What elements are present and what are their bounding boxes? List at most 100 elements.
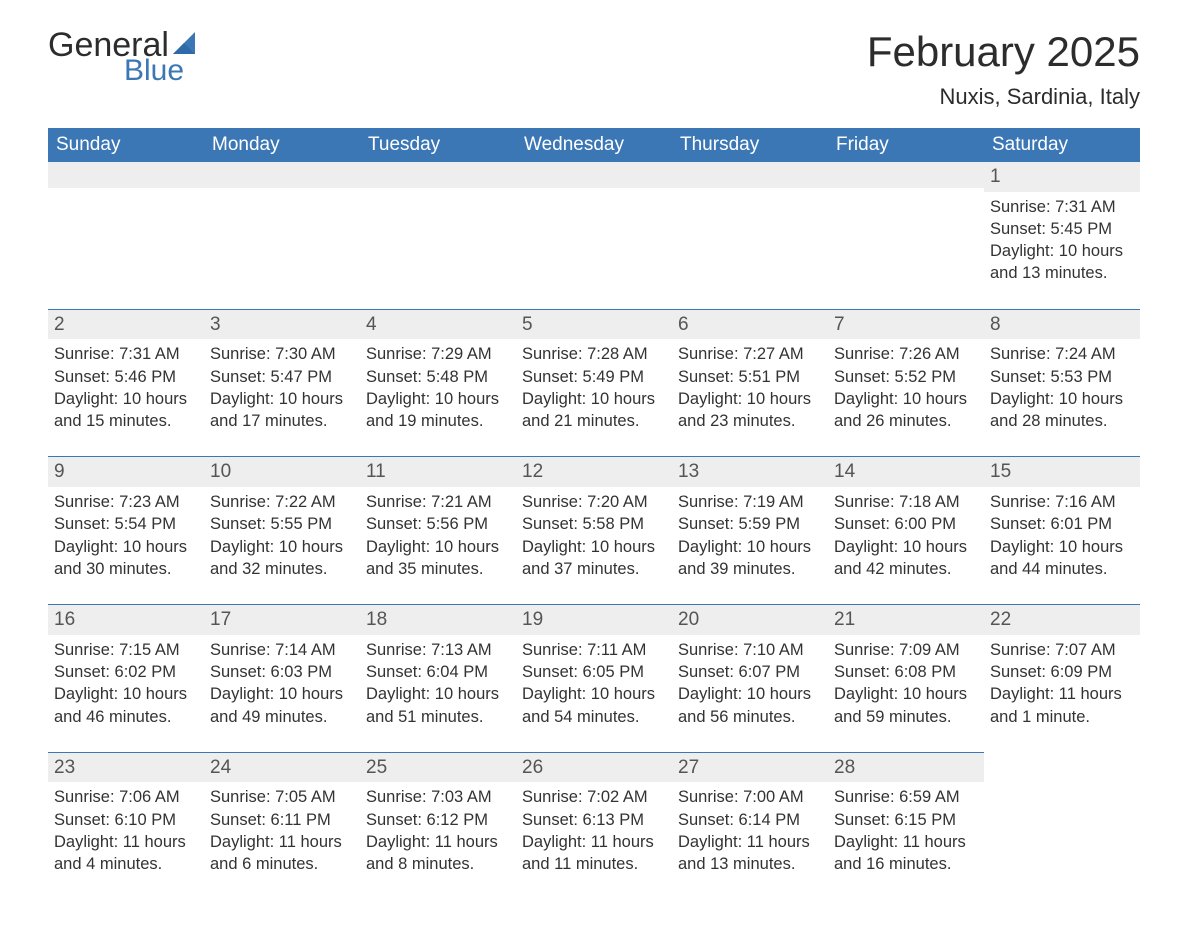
- empty-day-band: [672, 162, 828, 188]
- day-number: 4: [360, 309, 516, 340]
- day-daylight: Daylight: 11 hours and 8 minutes.: [366, 831, 510, 876]
- day-sunrise: Sunrise: 7:31 AM: [990, 196, 1134, 218]
- day-number: 11: [360, 456, 516, 487]
- day-daylight: Daylight: 10 hours and 37 minutes.: [522, 536, 666, 581]
- weekday-header: Friday: [828, 128, 984, 162]
- calendar-day-empty: [828, 162, 984, 309]
- day-number: 21: [828, 604, 984, 635]
- day-sunset: Sunset: 5:47 PM: [210, 366, 354, 388]
- day-sunset: Sunset: 5:48 PM: [366, 366, 510, 388]
- calendar-day-empty: [360, 162, 516, 309]
- empty-day-band: [828, 162, 984, 188]
- day-details: Sunrise: 7:16 AMSunset: 6:01 PMDaylight:…: [990, 491, 1134, 580]
- day-details: Sunrise: 7:20 AMSunset: 5:58 PMDaylight:…: [522, 491, 666, 580]
- day-details: Sunrise: 7:28 AMSunset: 5:49 PMDaylight:…: [522, 343, 666, 432]
- weekday-header: Thursday: [672, 128, 828, 162]
- day-sunrise: Sunrise: 6:59 AM: [834, 786, 978, 808]
- calendar-day: 23Sunrise: 7:06 AMSunset: 6:10 PMDayligh…: [48, 752, 204, 900]
- calendar-week: 2Sunrise: 7:31 AMSunset: 5:46 PMDaylight…: [48, 309, 1140, 457]
- day-details: Sunrise: 7:26 AMSunset: 5:52 PMDaylight:…: [834, 343, 978, 432]
- logo-text-blue: Blue: [124, 56, 203, 86]
- day-daylight: Daylight: 10 hours and 35 minutes.: [366, 536, 510, 581]
- day-sunrise: Sunrise: 7:18 AM: [834, 491, 978, 513]
- calendar-day: 11 Sunrise: 7:21 AMSunset: 5:56 PMDayligh…: [360, 456, 516, 604]
- day-sunrise: Sunrise: 7:00 AM: [678, 786, 822, 808]
- calendar-week: 16Sunrise: 7:15 AMSunset: 6:02 PMDayligh…: [48, 604, 1140, 752]
- day-sunset: Sunset: 6:14 PM: [678, 809, 822, 831]
- calendar-day: 27Sunrise: 7:00 AMSunset: 6:14 PMDayligh…: [672, 752, 828, 900]
- day-sunrise: Sunrise: 7:24 AM: [990, 343, 1134, 365]
- day-details: Sunrise: 7:29 AMSunset: 5:48 PMDaylight:…: [366, 343, 510, 432]
- day-daylight: Daylight: 10 hours and 32 minutes.: [210, 536, 354, 581]
- day-sunset: Sunset: 6:00 PM: [834, 513, 978, 535]
- calendar-day-empty: [48, 162, 204, 309]
- day-number: 19: [516, 604, 672, 635]
- calendar-day: 3Sunrise: 7:30 AMSunset: 5:47 PMDaylight…: [204, 309, 360, 457]
- day-number: 14: [828, 456, 984, 487]
- weekday-header: Monday: [204, 128, 360, 162]
- calendar-day-empty: [984, 752, 1140, 900]
- day-number: 3: [204, 309, 360, 340]
- day-sunrise: Sunrise: 7:31 AM: [54, 343, 198, 365]
- day-daylight: Daylight: 11 hours and 1 minute.: [990, 683, 1134, 728]
- day-details: Sunrise: 6:59 AMSunset: 6:15 PMDaylight:…: [834, 786, 978, 875]
- empty-day-band: [204, 162, 360, 188]
- day-sunrise: Sunrise: 7:10 AM: [678, 639, 822, 661]
- weekday-header: Wednesday: [516, 128, 672, 162]
- day-number: 9: [48, 456, 204, 487]
- day-daylight: Daylight: 10 hours and 30 minutes.: [54, 536, 198, 581]
- day-details: Sunrise: 7:06 AMSunset: 6:10 PMDaylight:…: [54, 786, 198, 875]
- day-daylight: Daylight: 10 hours and 15 minutes.: [54, 388, 198, 433]
- calendar-day: 15Sunrise: 7:16 AMSunset: 6:01 PMDayligh…: [984, 456, 1140, 604]
- day-daylight: Daylight: 10 hours and 42 minutes.: [834, 536, 978, 581]
- day-number: 22: [984, 604, 1140, 635]
- day-daylight: Daylight: 11 hours and 4 minutes.: [54, 831, 198, 876]
- day-number: 6: [672, 309, 828, 340]
- day-daylight: Daylight: 11 hours and 16 minutes.: [834, 831, 978, 876]
- title-block: February 2025 Nuxis, Sardinia, Italy: [867, 28, 1140, 110]
- location: Nuxis, Sardinia, Italy: [867, 84, 1140, 110]
- calendar-week: 23Sunrise: 7:06 AMSunset: 6:10 PMDayligh…: [48, 752, 1140, 900]
- calendar-day: 5Sunrise: 7:28 AMSunset: 5:49 PMDaylight…: [516, 309, 672, 457]
- day-sunrise: Sunrise: 7:28 AM: [522, 343, 666, 365]
- calendar-day: 10 Sunrise: 7:22 AMSunset: 5:55 PMDayligh…: [204, 456, 360, 604]
- calendar-week: 9Sunrise: 7:23 AMSunset: 5:54 PMDaylight…: [48, 456, 1140, 604]
- calendar-day: 16Sunrise: 7:15 AMSunset: 6:02 PMDayligh…: [48, 604, 204, 752]
- calendar-day: 21 Sunrise: 7:09 AMSunset: 6:08 PMDayligh…: [828, 604, 984, 752]
- day-details: Sunrise: 7:09 AMSunset: 6:08 PMDaylight:…: [834, 639, 978, 728]
- day-number: 27: [672, 752, 828, 783]
- day-sunset: Sunset: 6:10 PM: [54, 809, 198, 831]
- day-sunrise: Sunrise: 7:19 AM: [678, 491, 822, 513]
- calendar-day-empty: [672, 162, 828, 309]
- day-details: Sunrise: 7:21 AMSunset: 5:56 PMDaylight:…: [366, 491, 510, 580]
- day-sunset: Sunset: 5:46 PM: [54, 366, 198, 388]
- calendar-day: 4Sunrise: 7:29 AMSunset: 5:48 PMDaylight…: [360, 309, 516, 457]
- day-number: 20: [672, 604, 828, 635]
- day-details: Sunrise: 7:31 AMSunset: 5:45 PMDaylight:…: [990, 196, 1134, 285]
- calendar-day: 7Sunrise: 7:26 AMSunset: 5:52 PMDaylight…: [828, 309, 984, 457]
- day-number: 10: [204, 456, 360, 487]
- day-number: 7: [828, 309, 984, 340]
- day-sunrise: Sunrise: 7:02 AM: [522, 786, 666, 808]
- day-details: Sunrise: 7:07 AMSunset: 6:09 PMDaylight:…: [990, 639, 1134, 728]
- day-sunrise: Sunrise: 7:29 AM: [366, 343, 510, 365]
- day-details: Sunrise: 7:27 AMSunset: 5:51 PMDaylight:…: [678, 343, 822, 432]
- day-sunset: Sunset: 5:58 PM: [522, 513, 666, 535]
- calendar-day: 12Sunrise: 7:20 AMSunset: 5:58 PMDayligh…: [516, 456, 672, 604]
- calendar-week: 1Sunrise: 7:31 AMSunset: 5:45 PMDaylight…: [48, 162, 1140, 309]
- day-details: Sunrise: 7:03 AMSunset: 6:12 PMDaylight:…: [366, 786, 510, 875]
- day-number: 2: [48, 309, 204, 340]
- day-number: 25: [360, 752, 516, 783]
- day-details: Sunrise: 7:22 AMSunset: 5:55 PMDaylight:…: [210, 491, 354, 580]
- calendar-day: 20Sunrise: 7:10 AMSunset: 6:07 PMDayligh…: [672, 604, 828, 752]
- day-sunset: Sunset: 5:54 PM: [54, 513, 198, 535]
- day-sunrise: Sunrise: 7:13 AM: [366, 639, 510, 661]
- day-daylight: Daylight: 10 hours and 23 minutes.: [678, 388, 822, 433]
- calendar-day: 17 Sunrise: 7:14 AMSunset: 6:03 PMDayligh…: [204, 604, 360, 752]
- day-number: 17: [204, 604, 360, 635]
- day-sunset: Sunset: 6:08 PM: [834, 661, 978, 683]
- day-daylight: Daylight: 11 hours and 6 minutes.: [210, 831, 354, 876]
- day-sunset: Sunset: 6:04 PM: [366, 661, 510, 683]
- day-details: Sunrise: 7:14 AMSunset: 6:03 PMDaylight:…: [210, 639, 354, 728]
- day-sunset: Sunset: 5:56 PM: [366, 513, 510, 535]
